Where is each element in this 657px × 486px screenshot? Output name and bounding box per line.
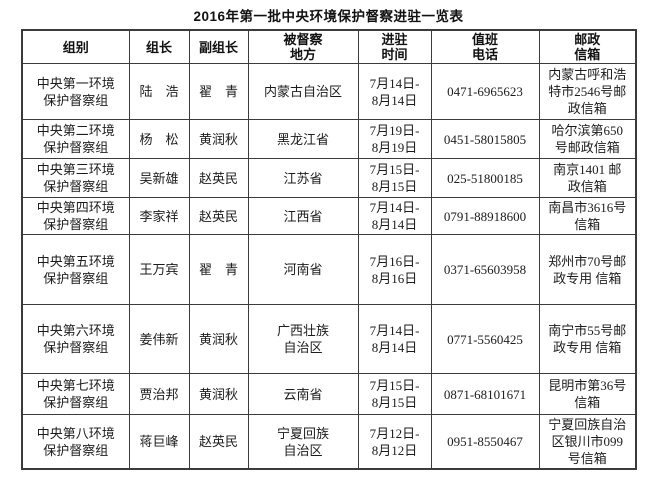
header-leader: 组长 <box>128 29 190 64</box>
page-title: 2016年第一批中央环境保护督察进驻一览表 <box>193 9 464 24</box>
inspection-table: 组别 组长 副组长 被督察 地方 进驻 时间 值班 电话 邮政 信箱 中央第一环… <box>21 29 637 470</box>
header-row: 组别 组长 副组长 被督察 地方 进驻 时间 值班 电话 邮政 信箱 <box>21 29 637 64</box>
group-cell: 中央第八环境 保护督察组 <box>21 414 130 470</box>
deputy-cell: 赵英民 <box>188 197 249 235</box>
deputy-cell: 黄润秋 <box>188 373 249 415</box>
leader-cell: 吴新雄 <box>128 158 190 198</box>
table-row: 中央第五环境 保护督察组 王万宾 翟 青 河南省 7月16日- 8月16日 03… <box>21 234 637 305</box>
table-row: 中央第二环境 保护督察组 杨 松 黄润秋 黑龙江省 7月19日- 8月19日 0… <box>21 119 637 159</box>
mailbox-cell: 南宁市55号邮 政专用 信箱 <box>538 304 637 374</box>
leader-cell: 蒋巨峰 <box>128 414 190 470</box>
period-cell: 7月14日- 8月14日 <box>357 197 432 235</box>
mailbox-cell: 郑州市70号邮 政专用 信箱 <box>538 234 637 305</box>
group-cell: 中央第七环境 保护督察组 <box>21 373 130 415</box>
period-cell: 7月15日- 8月15日 <box>357 373 432 415</box>
region-cell: 宁夏回族 自治区 <box>247 414 359 470</box>
region-cell: 广西壮族 自治区 <box>247 304 359 374</box>
phone-cell: 0471-6965623 <box>430 63 540 120</box>
region-cell: 江西省 <box>247 197 359 235</box>
table-row: 中央第四环境 保护督察组 李家祥 赵英民 江西省 7月14日- 8月14日 07… <box>21 197 637 235</box>
group-cell: 中央第六环境 保护督察组 <box>21 304 130 374</box>
phone-cell: 025-51800185 <box>430 158 540 198</box>
leader-cell: 杨 松 <box>128 119 190 159</box>
deputy-cell: 翟 青 <box>188 234 249 305</box>
mailbox-cell: 昆明市第36号 信箱 <box>538 373 637 415</box>
region-cell: 河南省 <box>247 234 359 305</box>
deputy-cell: 赵英民 <box>188 158 249 198</box>
table-row: 中央第八环境 保护督察组 蒋巨峰 赵英民 宁夏回族 自治区 7月12日- 8月1… <box>21 414 637 470</box>
header-mailbox: 邮政 信箱 <box>538 29 637 64</box>
header-deputy: 副组长 <box>188 29 249 64</box>
period-cell: 7月15日- 8月15日 <box>357 158 432 198</box>
period-cell: 7月19日- 8月19日 <box>357 119 432 159</box>
group-cell: 中央第二环境 保护督察组 <box>21 119 130 159</box>
deputy-cell: 翟 青 <box>188 63 249 120</box>
mailbox-cell: 南京1401 邮 政信箱 <box>538 158 637 198</box>
phone-cell: 0371-65603958 <box>430 234 540 305</box>
group-cell: 中央第四环境 保护督察组 <box>21 197 130 235</box>
mailbox-cell: 南昌市3616号 信箱 <box>538 197 637 235</box>
region-cell: 云南省 <box>247 373 359 415</box>
leader-cell: 李家祥 <box>128 197 190 235</box>
leader-cell: 姜伟新 <box>128 304 190 374</box>
deputy-cell: 黄润秋 <box>188 304 249 374</box>
period-cell: 7月12日- 8月12日 <box>357 414 432 470</box>
header-region: 被督察 地方 <box>247 29 359 64</box>
group-cell: 中央第一环境 保护督察组 <box>21 63 130 120</box>
header-group: 组别 <box>21 29 130 64</box>
table-row: 中央第七环境 保护督察组 贾治邦 黄润秋 云南省 7月15日- 8月15日 08… <box>21 373 637 415</box>
phone-cell: 0871-68101671 <box>430 373 540 415</box>
table-row: 中央第六环境 保护督察组 姜伟新 黄润秋 广西壮族 自治区 7月14日- 8月1… <box>21 304 637 374</box>
leader-cell: 王万宾 <box>128 234 190 305</box>
region-cell: 内蒙古自治区 <box>247 63 359 120</box>
deputy-cell: 赵英民 <box>188 414 249 470</box>
mailbox-cell: 宁夏回族自治 区银川市099 号信箱 <box>538 414 637 470</box>
region-cell: 黑龙江省 <box>247 119 359 159</box>
period-cell: 7月16日- 8月16日 <box>357 234 432 305</box>
header-period: 进驻 时间 <box>357 29 432 64</box>
deputy-cell: 黄润秋 <box>188 119 249 159</box>
phone-cell: 0951-8550467 <box>430 414 540 470</box>
period-cell: 7月14日- 8月14日 <box>357 304 432 374</box>
table-row: 中央第三环境 保护督察组 吴新雄 赵英民 江苏省 7月15日- 8月15日 02… <box>21 158 637 198</box>
header-phone: 值班 电话 <box>430 29 540 64</box>
table-row: 中央第一环境 保护督察组 陆 浩 翟 青 内蒙古自治区 7月14日- 8月14日… <box>21 63 637 120</box>
phone-cell: 0791-88918600 <box>430 197 540 235</box>
leader-cell: 贾治邦 <box>128 373 190 415</box>
phone-cell: 0771-5560425 <box>430 304 540 374</box>
mailbox-cell: 哈尔滨第650 号邮政信箱 <box>538 119 637 159</box>
leader-cell: 陆 浩 <box>128 63 190 120</box>
phone-cell: 0451-58015805 <box>430 119 540 159</box>
group-cell: 中央第五环境 保护督察组 <box>21 234 130 305</box>
group-cell: 中央第三环境 保护督察组 <box>21 158 130 198</box>
period-cell: 7月14日- 8月14日 <box>357 63 432 120</box>
mailbox-cell: 内蒙古呼和浩 特市2546号邮 政信箱 <box>538 63 637 120</box>
region-cell: 江苏省 <box>247 158 359 198</box>
